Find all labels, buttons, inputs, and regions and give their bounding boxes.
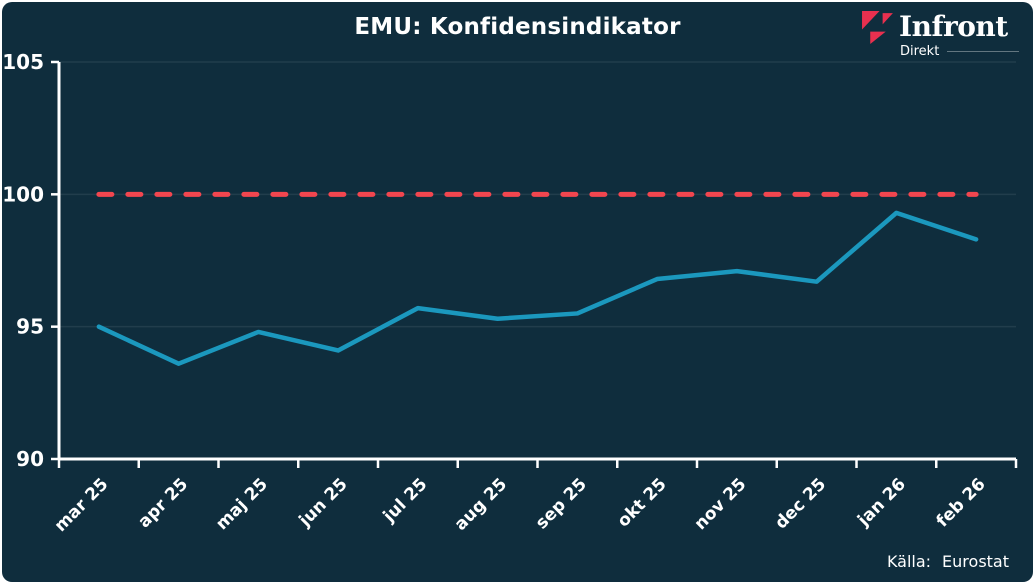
x-tick-label: aug 25 xyxy=(451,474,511,534)
x-tick-label: dec 25 xyxy=(771,474,830,533)
x-tick-label: apr 25 xyxy=(134,474,192,532)
infront-logo: Infront Direkt xyxy=(861,10,1019,59)
x-tick-label: nov 25 xyxy=(691,474,751,534)
x-tick-label: jul 25 xyxy=(379,474,432,527)
x-tick-label: mar 25 xyxy=(51,474,113,536)
x-tick-label: okt 25 xyxy=(614,474,671,531)
logo-brand-row: Infront xyxy=(861,10,1019,45)
logo-subtitle-row: Direkt xyxy=(900,44,1019,59)
x-tick-label: feb 26 xyxy=(933,474,990,531)
logo-divider-line xyxy=(947,51,1019,52)
logo-brand-text: Infront xyxy=(899,10,1008,44)
y-tick-label: 95 xyxy=(16,315,44,339)
y-tick-label: 90 xyxy=(16,447,44,471)
x-tick-label: maj 25 xyxy=(212,474,272,534)
infront-triangles-icon xyxy=(862,11,893,44)
y-tick-label: 100 xyxy=(2,182,44,206)
chart-title: EMU: Konfidensindikator xyxy=(354,14,681,40)
x-tick-label: jan 26 xyxy=(853,474,910,531)
y-tick-label: 105 xyxy=(2,50,44,74)
logo-subtitle-text: Direkt xyxy=(900,44,940,59)
source-caption: Källa: Eurostat xyxy=(887,552,1009,571)
x-tick-label: sep 25 xyxy=(532,474,591,533)
source-value: Eurostat xyxy=(942,552,1009,571)
source-label: Källa: xyxy=(886,552,932,571)
x-tick-label: jun 25 xyxy=(295,474,352,531)
confidence-series-line xyxy=(96,210,979,366)
